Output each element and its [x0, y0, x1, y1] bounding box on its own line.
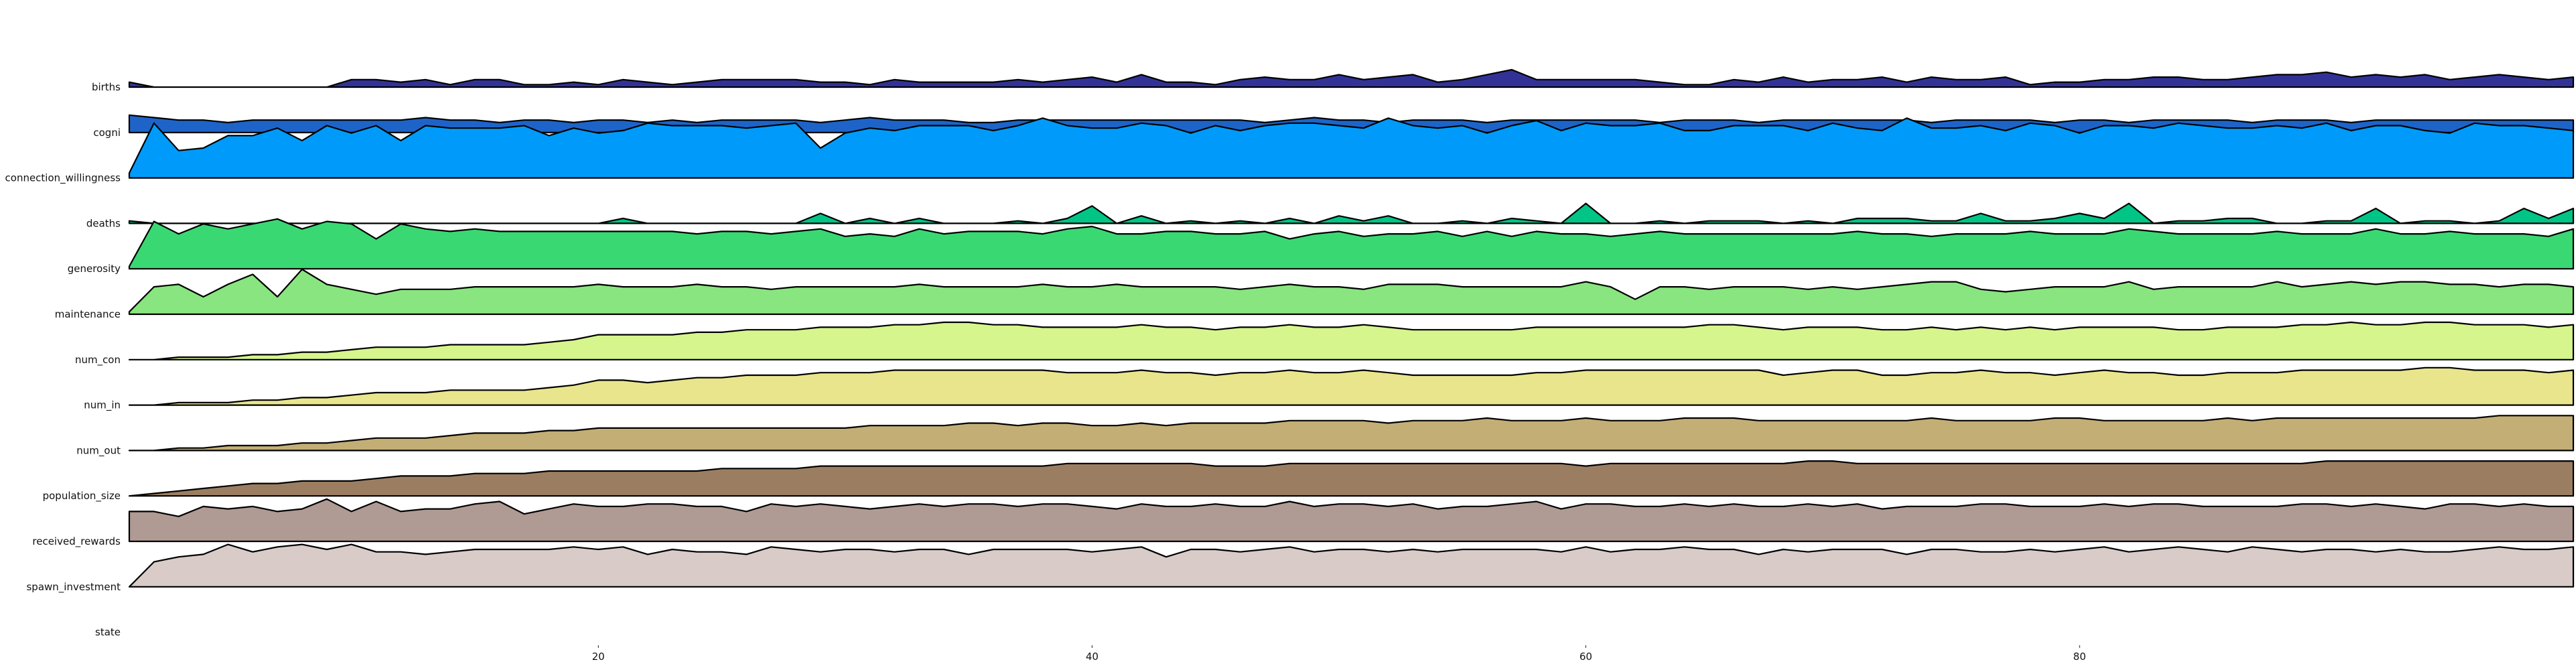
x-tick-label: 40 — [1086, 651, 1098, 663]
row-label-state: state — [95, 626, 121, 639]
ridge-births — [128, 68, 2575, 88]
row-label-spawn-investment: spawn_investment — [26, 581, 121, 594]
row-label-births: births — [92, 81, 121, 93]
row-label-generosity: generosity — [68, 263, 121, 275]
ridge-received-rewards — [128, 498, 2575, 543]
ridge-generosity — [128, 218, 2575, 270]
ridge-num-out — [128, 415, 2575, 452]
ridge-layer — [128, 68, 2575, 588]
row-label-received-rewards: received_rewards — [32, 535, 121, 548]
ridge-maintenance — [128, 268, 2575, 316]
row-label-population-size: population_size — [43, 490, 121, 503]
row-label-num-out: num_out — [76, 444, 121, 457]
ridge-connection-willingness — [128, 117, 2575, 179]
x-tick-label: 20 — [592, 651, 605, 663]
ridge-spawn-investment — [128, 543, 2575, 588]
row-label-deaths: deaths — [86, 217, 121, 229]
ridge-deaths — [128, 202, 2575, 224]
row-label-cogni: cogni — [93, 127, 121, 139]
ridge-num-con — [128, 321, 2575, 360]
ridge-num-in — [128, 366, 2575, 406]
ridge-population-size — [128, 460, 2575, 497]
x-tick-label: 60 — [1579, 651, 1592, 663]
row-label-num-con: num_con — [75, 354, 121, 366]
row-label-maintenance: maintenance — [55, 308, 121, 320]
x-axis: 20 40 60 80 — [592, 645, 2086, 663]
x-tick-label: 80 — [2073, 651, 2086, 663]
row-label-connection-willingness: connection_willingness — [5, 172, 121, 185]
row-label-num-in: num_in — [84, 399, 121, 412]
